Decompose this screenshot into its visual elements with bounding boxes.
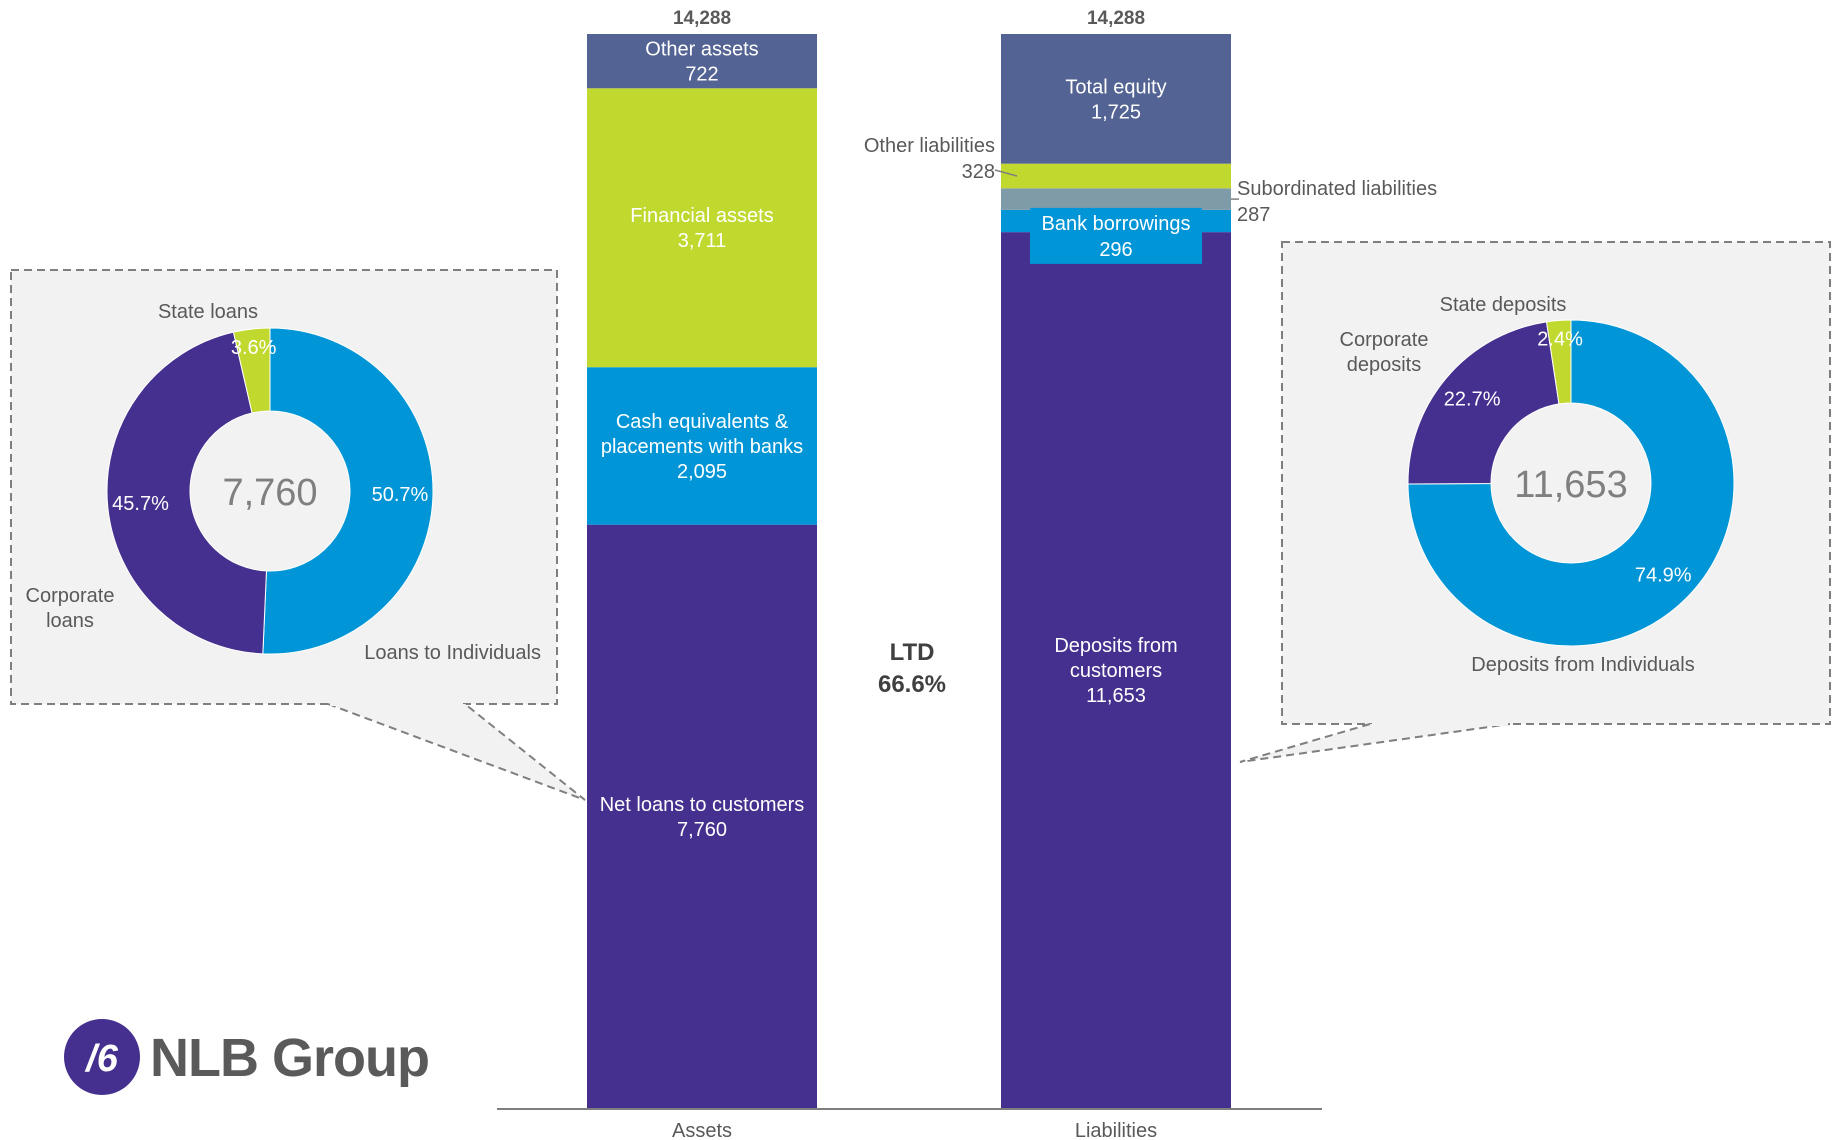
bar-label-bank-borrowings: 296 [1099, 239, 1132, 261]
donut-slice-loans-to-individuals [262, 327, 434, 655]
donut-slice-corporate-loans [106, 331, 268, 655]
bar-label-deposits-from-customers: customers [1070, 660, 1162, 682]
bar-segment-other-liabilities [1001, 163, 1231, 189]
bar-total-label: 14,288 [673, 8, 731, 29]
nlb-logo-text: NLB Group [150, 1028, 429, 1088]
donut-center-value: 11,653 [1514, 464, 1627, 506]
donut-pct-label: 2.4% [1537, 328, 1583, 350]
donut-label-state: State loans [158, 301, 258, 323]
donut-slice-state-deposits [1545, 319, 1572, 405]
donut-label-corporate: Corporate [1340, 329, 1429, 351]
ltd-label: LTD [890, 639, 935, 666]
bar-label-subordinated-liabilities: Subordinated liabilities [1237, 178, 1437, 200]
donut-slice-deposits-from-individuals [1407, 319, 1735, 647]
donut-slice-state-loans [232, 327, 271, 414]
bar-label-bank-borrowings: Bank borrowings [1042, 213, 1191, 235]
leader-line [994, 169, 1018, 177]
donut-pct-label: 3.6% [231, 337, 277, 359]
donut-label-corporate: loans [46, 610, 94, 632]
bar-segment-net-loans-to-customers [587, 524, 817, 1108]
bar-label-cash-equivalents-and-placements-with-banks: Cash equivalents & [616, 411, 789, 433]
bar-label-net-loans-to-customers: Net loans to customers [600, 794, 805, 816]
bar-label-other-liabilities: Other liabilities [864, 135, 995, 157]
bar-label-cash-equivalents-and-placements-with-banks: placements with banks [601, 436, 803, 458]
x-tick-label: Assets [672, 1120, 732, 1140]
donut-pct-label: 22.7% [1444, 389, 1501, 411]
nlb-logo: /6 NLB Group [64, 1019, 430, 1095]
bar-label-deposits-from-customers: 11,653 [1086, 685, 1146, 707]
bar-label-deposits-from-customers: Deposits from [1054, 635, 1177, 657]
donut-label-corporate: Corporate [26, 585, 115, 607]
bar-label-subordinated-liabilities: 287 [1237, 204, 1270, 226]
bar-label-financial-assets: Financial assets [630, 205, 773, 227]
bar-label-other-assets: Other assets [645, 39, 758, 61]
donut-pct-label: 45.7% [112, 493, 169, 515]
svg-text:/6: /6 [84, 1038, 119, 1080]
donut-label-corporate: deposits [1347, 354, 1422, 376]
bar-label-financial-assets: 3,711 [678, 230, 727, 252]
bar-label-total-equity: 1,725 [1091, 101, 1141, 123]
bar-segment-subordinated-liabilities [1001, 188, 1231, 210]
bar-segment-deposits-from-customers [1001, 232, 1231, 1108]
deposits-callout-pointer [1239, 723, 1511, 763]
donut-center-value: 7,760 [222, 472, 317, 514]
bar-label-total-equity: Total equity [1065, 76, 1166, 98]
loans-callout-pointer [327, 703, 586, 801]
donut-pct-label: 74.9% [1635, 565, 1692, 587]
donut-label-individuals: Deposits from Individuals [1471, 654, 1694, 676]
bar-segment-cash-equivalents-and-placements-with-banks [587, 367, 817, 525]
bar-label-box [1030, 207, 1202, 264]
bar-label-net-loans-to-customers: 7,760 [677, 819, 727, 841]
bar-segment-other-assets [587, 34, 817, 89]
nlb-logo-mark-icon [64, 1019, 140, 1095]
bar-label-other-assets: 722 [685, 64, 718, 86]
bar-label-cash-equivalents-and-placements-with-banks: 2,095 [677, 461, 727, 483]
bar-label-other-liabilities: 328 [962, 161, 995, 183]
stacked-bars: 14,288 Assets Net loans to customers 7,760 C… [587, 8, 1437, 1140]
donut-pct-label: 50.7% [372, 484, 429, 506]
x-tick-label: Liabilities [1075, 1120, 1157, 1140]
loans-donut: 50.7% 45.7% 3.6% 7,760 State loans Corporate l… [26, 301, 541, 664]
bar-segment-total-equity [1001, 34, 1231, 164]
donut-label-state: State deposits [1440, 294, 1567, 316]
donut-label-individuals: Loans to Individuals [364, 642, 541, 664]
donut-slice-corporate-deposits [1407, 321, 1560, 485]
deposits-donut: 74.9% 22.7% 2.4% 11,653 State deposits Corpor… [1340, 294, 1735, 676]
ltd-value: 66.6% [878, 671, 946, 698]
bar-segment-financial-assets [587, 88, 817, 368]
bar-total-label: 14,288 [1087, 8, 1145, 29]
